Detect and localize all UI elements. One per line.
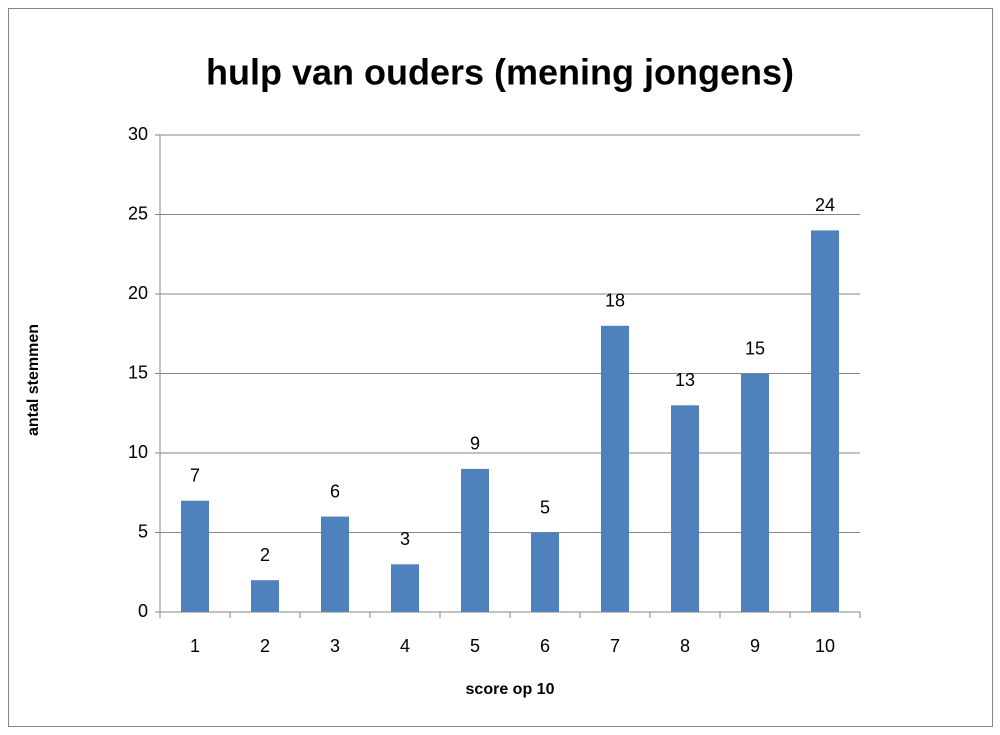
y-tick-label: 15 [128, 362, 148, 382]
x-tick-label: 10 [815, 636, 835, 656]
bar [811, 230, 839, 612]
bar [671, 405, 699, 612]
y-tick-label: 0 [138, 601, 148, 621]
data-label: 3 [400, 529, 410, 549]
bar [741, 373, 769, 612]
bar [251, 580, 279, 612]
x-tick-label: 4 [400, 636, 410, 656]
x-tick-label: 3 [330, 636, 340, 656]
bar [391, 564, 419, 612]
data-label: 2 [260, 545, 270, 565]
data-label: 15 [745, 338, 765, 358]
data-label: 5 [540, 497, 550, 517]
bar [461, 468, 489, 612]
data-label: 13 [675, 370, 695, 390]
bar [181, 500, 209, 612]
x-tick-label: 8 [680, 636, 690, 656]
chart-border [8, 8, 993, 727]
data-label: 7 [190, 465, 200, 485]
y-tick-label: 20 [128, 283, 148, 303]
data-label: 24 [815, 195, 835, 215]
x-tick-label: 5 [470, 636, 480, 656]
data-label: 18 [605, 291, 625, 311]
y-tick-label: 5 [138, 521, 148, 541]
x-tick-label: 6 [540, 636, 550, 656]
data-label: 6 [330, 481, 340, 501]
y-axis-title: antal stemmen [25, 324, 42, 436]
x-tick-label: 1 [190, 636, 200, 656]
bar [321, 516, 349, 612]
y-tick-label: 30 [128, 124, 148, 144]
x-tick-label: 7 [610, 636, 620, 656]
bar [601, 325, 629, 612]
y-tick-label: 25 [128, 203, 148, 223]
x-tick-label: 9 [750, 636, 760, 656]
data-label: 9 [470, 434, 480, 454]
y-tick-label: 10 [128, 442, 148, 462]
x-tick-label: 2 [260, 636, 270, 656]
chart-title: hulp van ouders (mening jongens) [206, 52, 794, 93]
x-axis-title: score op 10 [466, 681, 555, 698]
bar [531, 532, 559, 612]
